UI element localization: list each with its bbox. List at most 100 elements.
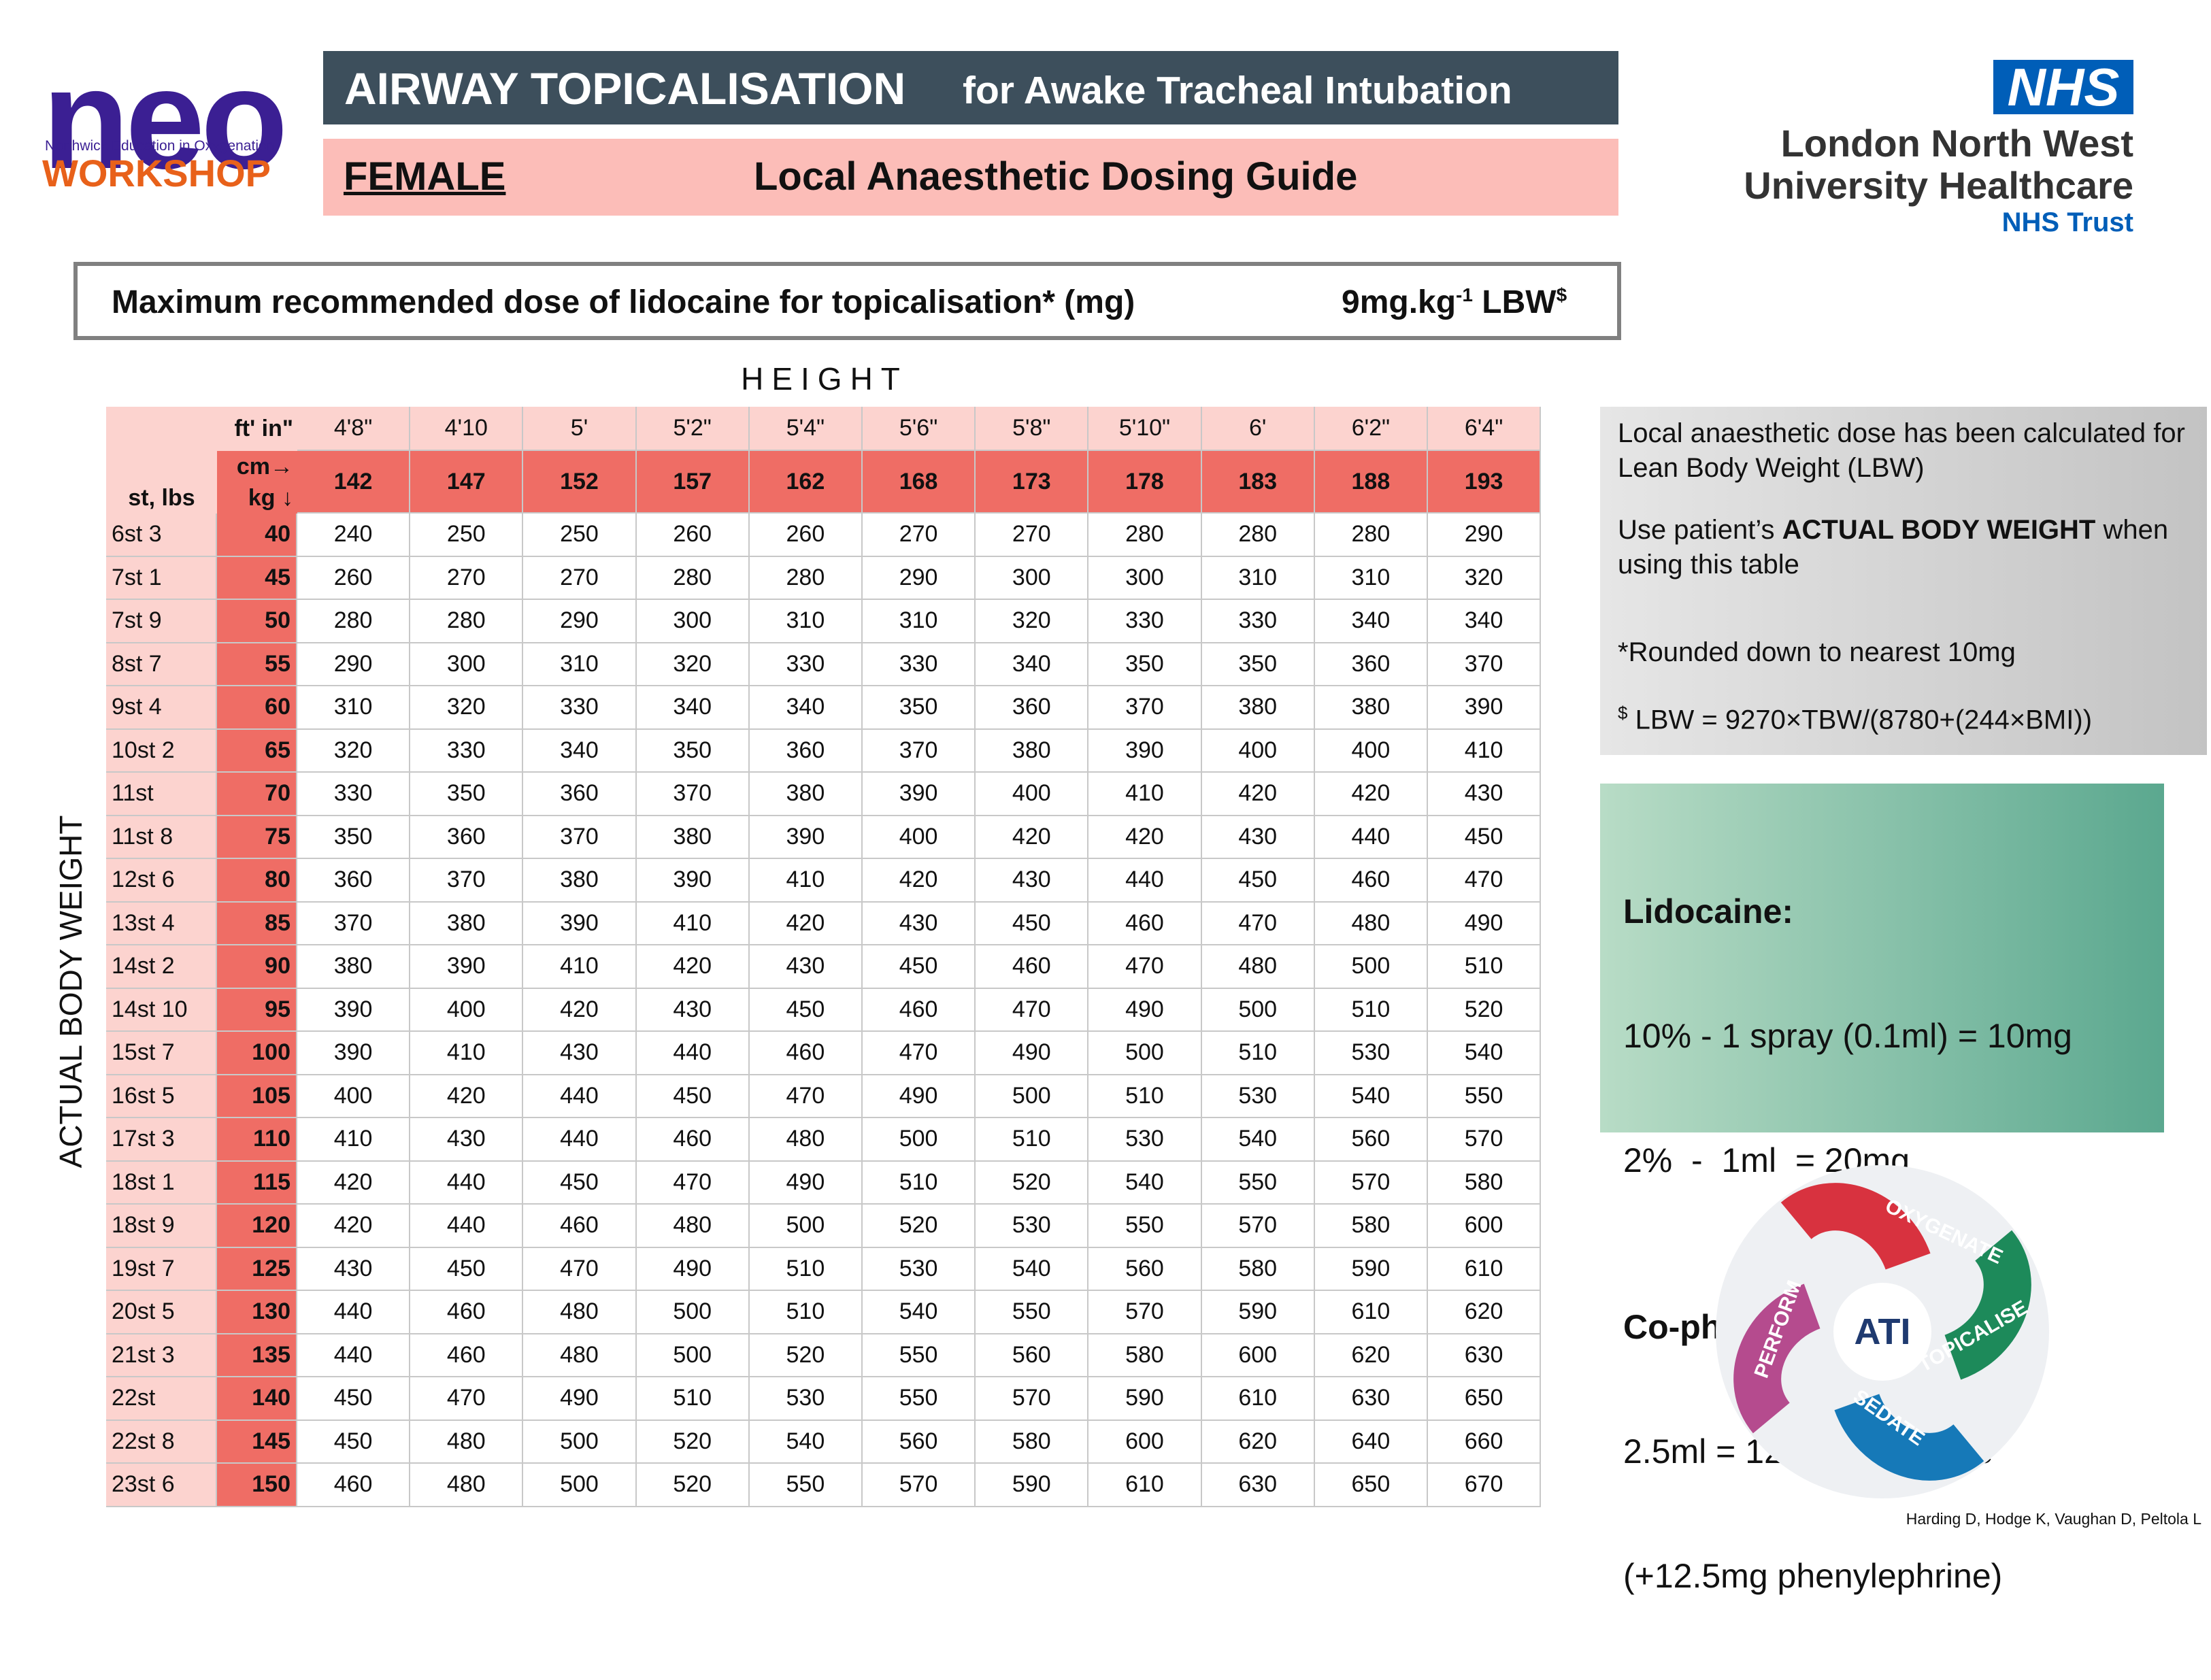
dose-cell: 280 xyxy=(749,556,863,600)
dose-cell: 530 xyxy=(1201,1075,1315,1118)
corner-ft: ft' in" xyxy=(217,407,297,451)
dose-cell: 410 xyxy=(636,902,750,945)
dose-cell: 320 xyxy=(1428,556,1542,600)
dose-cell: 380 xyxy=(749,773,863,816)
dose-cell: 390 xyxy=(1088,729,1202,773)
dose-cell: 490 xyxy=(749,1161,863,1205)
dose-cell: 330 xyxy=(863,643,976,686)
dose-cell: 480 xyxy=(1314,902,1428,945)
row-stone: 11st 8 xyxy=(106,816,217,859)
dose-cell: 400 xyxy=(297,1075,411,1118)
basis-sup: $ xyxy=(1556,284,1567,305)
dose-cell: 450 xyxy=(976,902,1089,945)
dose-cell: 420 xyxy=(1201,773,1315,816)
dose-cell: 330 xyxy=(1201,600,1315,643)
dose-cell: 570 xyxy=(1201,1205,1315,1248)
dose-cell: 290 xyxy=(297,643,411,686)
logo-centre xyxy=(1833,1283,1931,1381)
dose-cell: 420 xyxy=(636,945,750,989)
note-text: when using this table xyxy=(1618,515,2169,579)
dose-cell: 470 xyxy=(976,988,1089,1032)
dose-cell: 360 xyxy=(1314,643,1428,686)
dose-cell: 510 xyxy=(863,1161,976,1205)
dose-cell: 560 xyxy=(1088,1247,1202,1291)
dose-text: Maximum recommended dose of lidocaine fo… xyxy=(112,284,1135,320)
dose-cell: 420 xyxy=(749,902,863,945)
row-kg: 110 xyxy=(217,1118,297,1162)
dose-cell: 610 xyxy=(1314,1291,1428,1334)
dose-cell: 470 xyxy=(1428,859,1542,903)
dose-cell: 470 xyxy=(863,1032,976,1075)
height-cm: 188 xyxy=(1314,451,1428,514)
dose-cell: 340 xyxy=(1314,600,1428,643)
dose-cell: 410 xyxy=(410,1032,524,1075)
height-cm: 168 xyxy=(863,451,976,514)
dose-cell: 480 xyxy=(636,1205,750,1248)
note: Use patient’s ACTUAL BODY WEIGHT when us… xyxy=(1618,513,2189,582)
arc-red xyxy=(1780,1183,1931,1271)
height-ft: 6'2" xyxy=(1314,407,1428,451)
dose-cell: 270 xyxy=(976,514,1089,557)
ati-logo: ATI OXYGENATE TOPICALISE SEDATE PERFORM xyxy=(1716,1165,2049,1498)
dose-cell: 440 xyxy=(636,1032,750,1075)
dose-cell: 540 xyxy=(1314,1075,1428,1118)
dose-cell: 330 xyxy=(523,686,637,730)
dose-cell: 490 xyxy=(523,1377,637,1421)
dose-cell: 470 xyxy=(636,1161,750,1205)
dose-cell: 470 xyxy=(523,1247,637,1291)
dose-cell: 260 xyxy=(297,556,411,600)
height-ft: 4'10 xyxy=(410,407,524,451)
height-ft: 5' xyxy=(523,407,637,451)
dose-cell: 450 xyxy=(1201,859,1315,903)
dose-cell: 480 xyxy=(410,1464,524,1507)
dose-cell: 260 xyxy=(749,514,863,557)
dose-cell: 340 xyxy=(1428,600,1542,643)
dose-cell: 400 xyxy=(1201,729,1315,773)
dose-cell: 380 xyxy=(297,945,411,989)
row-kg: 75 xyxy=(217,816,297,859)
corner-cm: cm→ xyxy=(217,451,297,482)
dose-cell: 500 xyxy=(1314,945,1428,989)
dose-cell: 540 xyxy=(749,1420,863,1464)
rate-exp: -1 xyxy=(1456,284,1473,305)
dose-cell: 440 xyxy=(410,1205,524,1248)
dose-cell: 570 xyxy=(1314,1161,1428,1205)
row-kg: 140 xyxy=(217,1377,297,1421)
dose-cell: 480 xyxy=(410,1420,524,1464)
dose-cell: 280 xyxy=(1314,514,1428,557)
dose-cell: 280 xyxy=(636,556,750,600)
dose-cell: 520 xyxy=(1428,988,1542,1032)
dose-cell: 430 xyxy=(749,945,863,989)
arc-pink xyxy=(1733,1283,1822,1434)
row-stone: 14st 2 xyxy=(106,945,217,989)
dose-cell: 370 xyxy=(297,902,411,945)
dose-box xyxy=(73,262,1621,340)
dose-cell: 270 xyxy=(410,556,524,600)
dose-cell: 300 xyxy=(976,556,1089,600)
note-text: LBW = 9270×TBW/(8780+(244×BMI)) xyxy=(1627,705,2093,735)
dose-cell: 500 xyxy=(636,1334,750,1377)
dose-cell: 500 xyxy=(863,1118,976,1162)
dose-cell: 290 xyxy=(1428,514,1542,557)
dose-cell: 610 xyxy=(1088,1464,1202,1507)
dose-cell: 460 xyxy=(636,1118,750,1162)
ati-text: ATI xyxy=(1855,1311,1911,1352)
dose-cell: 510 xyxy=(1314,988,1428,1032)
dose-cell: 410 xyxy=(297,1118,411,1162)
dose-cell: 410 xyxy=(1428,729,1542,773)
dose-cell: 390 xyxy=(297,988,411,1032)
dose-cell: 510 xyxy=(749,1247,863,1291)
dose-cell: 590 xyxy=(1088,1377,1202,1421)
dose-cell: 440 xyxy=(1088,859,1202,903)
dose-cell: 580 xyxy=(1201,1247,1315,1291)
row-kg: 40 xyxy=(217,514,297,557)
dose-cell: 460 xyxy=(976,945,1089,989)
dose-cell: 390 xyxy=(1428,686,1542,730)
dose-cell: 430 xyxy=(1428,773,1542,816)
row-kg: 85 xyxy=(217,902,297,945)
dose-cell: 420 xyxy=(976,816,1089,859)
trust-line: University Healthcare xyxy=(1744,164,2133,207)
dose-cell: 510 xyxy=(749,1291,863,1334)
rate: 9mg.kg xyxy=(1342,284,1457,320)
drug-line: (+12.5mg phenylephrine) xyxy=(1623,1557,2003,1595)
